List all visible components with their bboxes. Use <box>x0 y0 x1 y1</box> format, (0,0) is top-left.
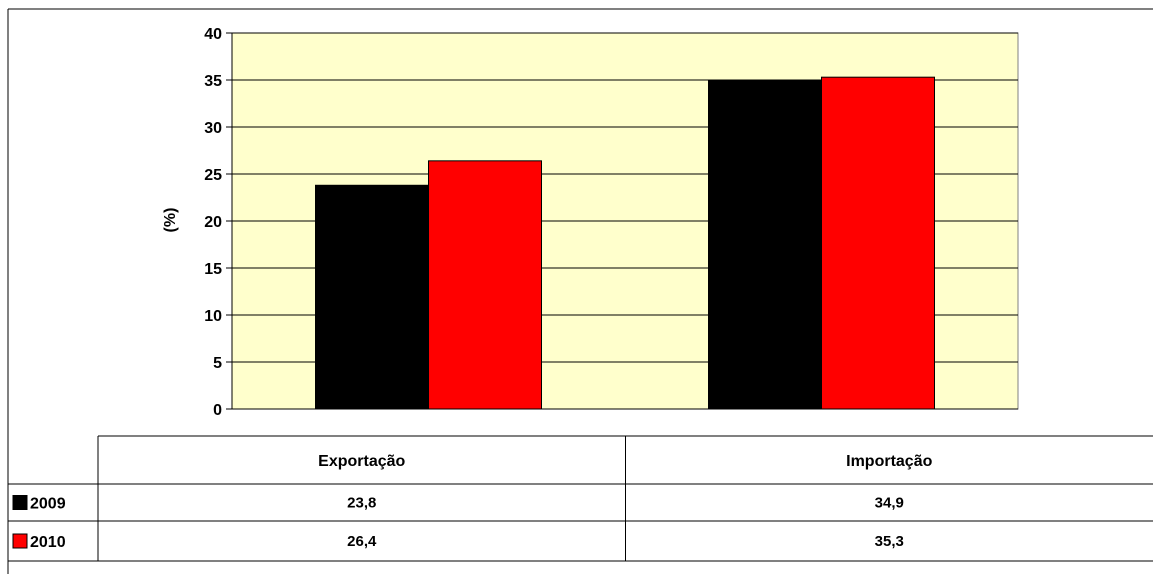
category-label: Exportação <box>318 453 405 470</box>
category-label: Importação <box>846 453 932 470</box>
bar-2010-0 <box>428 160 542 410</box>
bar-2009-1 <box>708 80 822 410</box>
table-value: 26,4 <box>347 533 377 550</box>
legend-swatch-2010 <box>12 533 28 549</box>
y-tick-label: 5 <box>213 355 222 372</box>
table-value: 34,9 <box>875 495 904 512</box>
y-tick-label: 30 <box>204 120 222 137</box>
bar-2010-1 <box>821 76 935 410</box>
y-tick-label: 40 <box>204 26 222 43</box>
y-tick-label: 25 <box>204 167 222 184</box>
legend-label: 2009 <box>30 496 66 513</box>
bar-2009-0 <box>315 184 429 410</box>
data-table: Exportação Importação 2009 23,8 34,9 2010 26,4… <box>8 435 1153 562</box>
y-tick-label: 15 <box>204 261 222 278</box>
table-value: 23,8 <box>347 495 376 512</box>
y-tick-label: 0 <box>213 402 222 419</box>
bars <box>315 76 935 410</box>
table-value: 35,3 <box>875 533 904 550</box>
y-tick-label: 10 <box>204 308 222 325</box>
y-axis-label: (%) <box>162 208 179 233</box>
y-tick-label: 20 <box>204 214 222 231</box>
legend-swatch-2009 <box>12 495 28 510</box>
legend-label: 2010 <box>30 534 66 551</box>
y-tick-label: 35 <box>204 73 222 90</box>
